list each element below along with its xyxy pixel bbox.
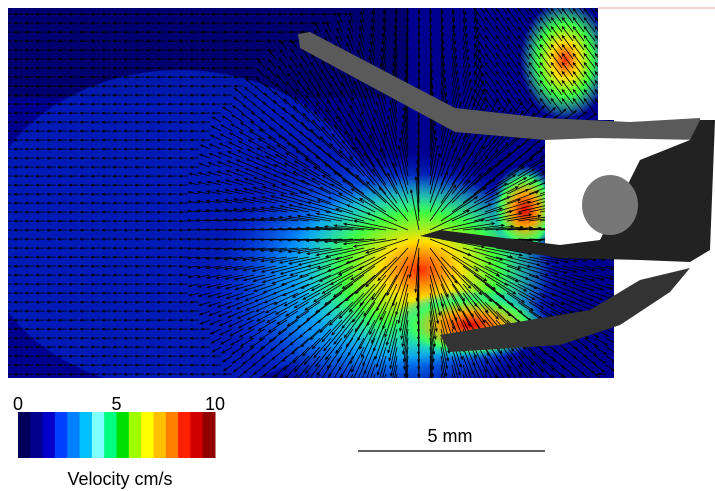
colorbar-tick-label: 5	[111, 394, 121, 414]
colorbar-swatch	[178, 412, 191, 458]
colorbar-label: Velocity cm/s	[67, 469, 172, 489]
colorbar-swatch	[18, 412, 31, 458]
specimen	[582, 175, 638, 235]
colorbar-swatch	[117, 412, 130, 458]
colorbar-swatch	[190, 412, 203, 458]
colorbar-swatch	[92, 412, 105, 458]
figure: Velocity cm/s 5 mm 0 5 10	[0, 0, 715, 491]
colorbar-swatch	[203, 412, 216, 458]
velocity-field	[0, 0, 623, 410]
colorbar-tick-label: 10	[205, 394, 225, 414]
colorbar-swatch	[141, 412, 154, 458]
colorbar-swatch	[30, 412, 43, 458]
colorbar	[18, 412, 216, 458]
colorbar-swatch	[67, 412, 80, 458]
colorbar-swatch	[104, 412, 117, 458]
colorbar-swatch	[166, 412, 179, 458]
colorbar-swatch	[80, 412, 93, 458]
colorbar-swatch	[43, 412, 56, 458]
colorbar-tick-label: 0	[13, 394, 23, 414]
scale-bar-label: 5 mm	[428, 426, 473, 446]
colorbar-swatch	[153, 412, 166, 458]
colorbar-swatch	[129, 412, 142, 458]
colorbar-swatch	[55, 412, 68, 458]
